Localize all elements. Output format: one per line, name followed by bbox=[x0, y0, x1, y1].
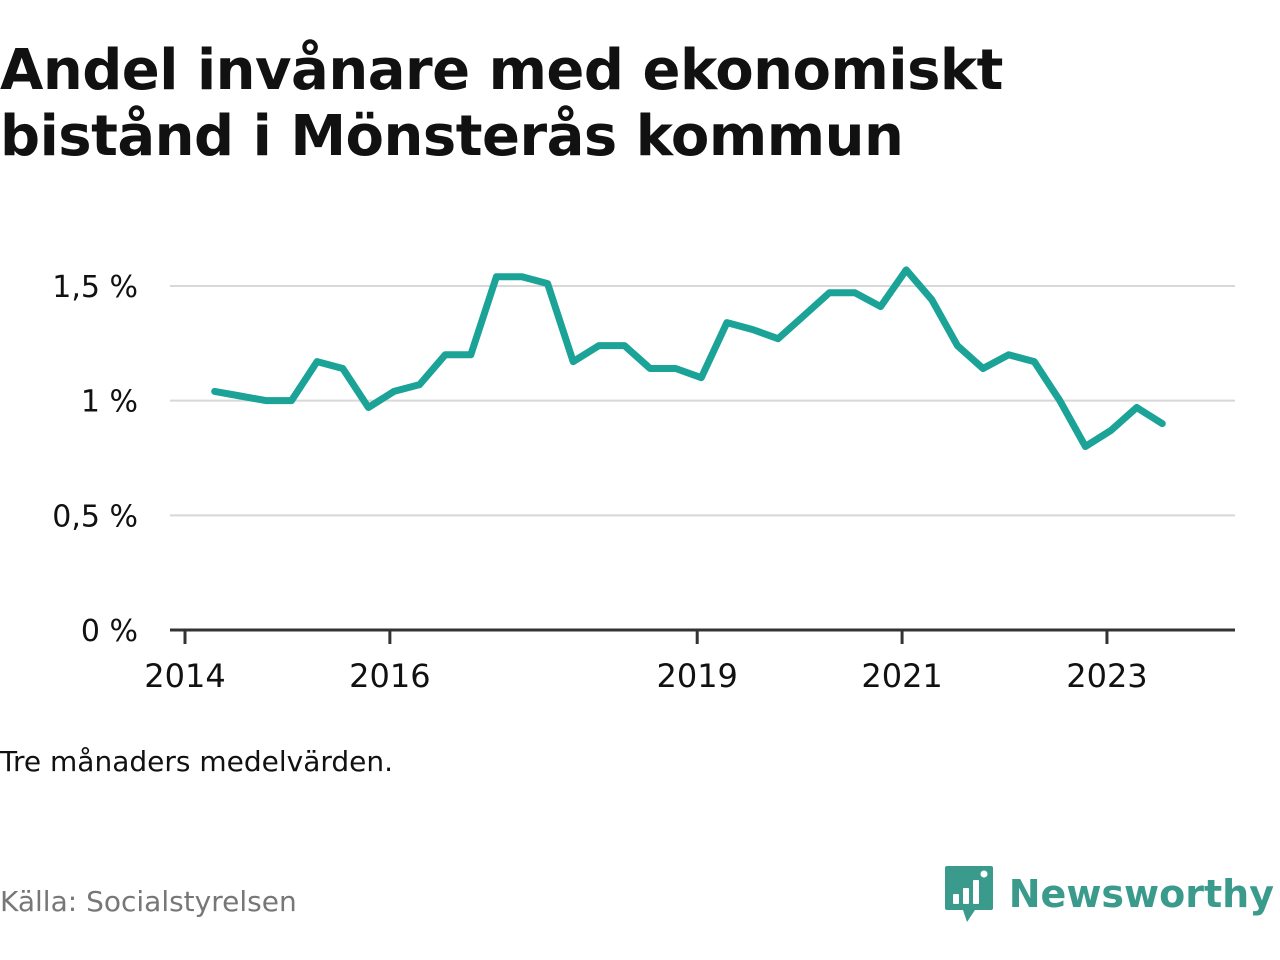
line-chart: 0 % 0,5 % 1 % 1,5 % 2014 2016 2019 2021 2023 bbox=[52, 266, 1235, 695]
newsworthy-brand: Newsworthy bbox=[943, 864, 1274, 924]
y-tick-label: 0 % bbox=[81, 614, 138, 649]
y-tick-label: 0,5 % bbox=[52, 499, 138, 534]
x-tick-label: 2016 bbox=[349, 657, 430, 695]
newsworthy-logo-icon bbox=[944, 866, 993, 922]
x-tick-label: 2023 bbox=[1066, 657, 1147, 695]
chart-note: Tre månaders medelvärden. bbox=[0, 745, 394, 778]
brand-name: Newsworthy bbox=[1008, 872, 1274, 916]
y-tick-label: 1,5 % bbox=[52, 270, 138, 305]
series-line bbox=[211, 266, 1166, 450]
x-tick-label: 2019 bbox=[656, 657, 737, 695]
y-tick-label: 1 % bbox=[81, 385, 138, 420]
x-tick-label: 2021 bbox=[861, 657, 942, 695]
chart-title: Andel invånare med ekonomiskt bistånd i … bbox=[0, 38, 1270, 170]
source-credit: Källa: Socialstyrelsen bbox=[0, 885, 297, 918]
x-tick-label: 2014 bbox=[144, 657, 225, 695]
chart-title-line-2: bistånd i Mönsterås kommun bbox=[0, 104, 904, 169]
chart-title-line-1: Andel invånare med ekonomiskt bbox=[0, 38, 1003, 103]
